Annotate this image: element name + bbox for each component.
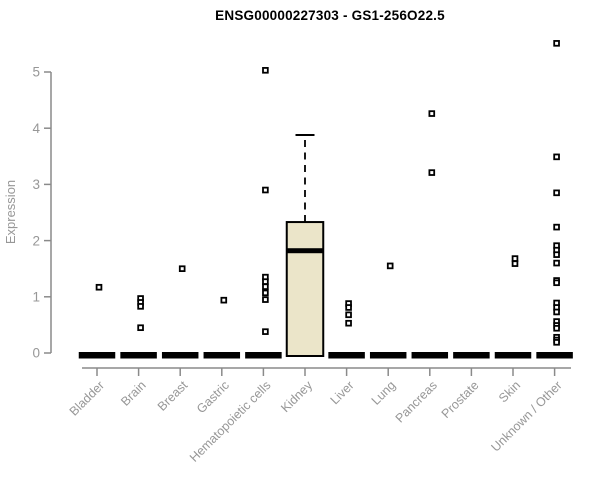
- outlier-point: [553, 153, 560, 161]
- x-tick-label: Pancreas: [393, 378, 440, 425]
- y-tick-label: 1: [32, 290, 40, 305]
- y-tick-label: 5: [32, 65, 40, 80]
- zero-bar: [369, 352, 407, 359]
- x-tick-label: Brain: [118, 378, 149, 409]
- x-tick-label: Kidney: [278, 378, 315, 415]
- chart-title: ENSG00000227303 - GS1-256O22.5: [215, 8, 445, 23]
- outlier-point: [511, 260, 519, 267]
- x-tick-label: Hematopoietic cells: [187, 378, 274, 465]
- y-tick-label: 2: [32, 233, 40, 248]
- outlier-point: [345, 319, 352, 327]
- outlier-point: [553, 223, 560, 231]
- outlier-point: [262, 289, 269, 297]
- zero-bar: [161, 352, 199, 359]
- outlier-point: [553, 251, 560, 258]
- box-kidney: [285, 221, 325, 357]
- outlier-point: [553, 324, 560, 332]
- outlier-point: [553, 40, 560, 47]
- outlier-point: [345, 304, 352, 311]
- x-tick-label: Gastric: [194, 378, 232, 416]
- zero-bar: [453, 352, 490, 359]
- outlier-point: [428, 169, 436, 176]
- x-tick-label: Skin: [496, 378, 523, 405]
- y-tick-label: 0: [32, 346, 40, 361]
- outlier-point: [137, 324, 144, 332]
- x-tick-label: Prostate: [439, 378, 482, 421]
- zero-bar: [120, 352, 157, 359]
- outlier-point: [95, 283, 103, 291]
- outlier-point: [553, 279, 560, 287]
- y-tick-label: 3: [32, 177, 40, 192]
- outlier-point: [553, 189, 560, 197]
- outlier-point: [386, 262, 394, 270]
- median-line: [286, 248, 324, 254]
- outlier-point: [137, 303, 144, 310]
- outlier-point: [428, 110, 436, 117]
- x-tick-label: Lung: [369, 378, 399, 408]
- outlier-point: [262, 296, 269, 303]
- outlier-point: [553, 308, 560, 316]
- outlier-point: [262, 67, 269, 74]
- zero-bar: [78, 352, 116, 359]
- outlier-point: [511, 255, 519, 262]
- y-tick-label: 4: [32, 121, 40, 136]
- zero-bar: [411, 352, 449, 359]
- y-axis-title: Expression: [3, 180, 18, 244]
- x-tick-label: Breast: [155, 378, 191, 414]
- x-tick-label: Bladder: [67, 378, 107, 418]
- outlier-point: [262, 328, 269, 335]
- zero-bar: [536, 352, 573, 359]
- outlier-point: [553, 339, 560, 346]
- outlier-point: [262, 278, 269, 285]
- zero-bar: [494, 352, 532, 359]
- outlier-point: [553, 259, 560, 267]
- zero-bar: [245, 352, 282, 359]
- outlier-point: [178, 265, 186, 272]
- zero-bar: [328, 352, 365, 359]
- zero-bar: [203, 352, 241, 359]
- outlier-point: [220, 296, 228, 304]
- x-tick-label: Unknown / Other: [488, 378, 564, 454]
- outlier-point: [262, 186, 269, 194]
- x-tick-label: Liver: [328, 378, 357, 407]
- outlier-point: [262, 283, 269, 290]
- outlier-point: [345, 311, 352, 319]
